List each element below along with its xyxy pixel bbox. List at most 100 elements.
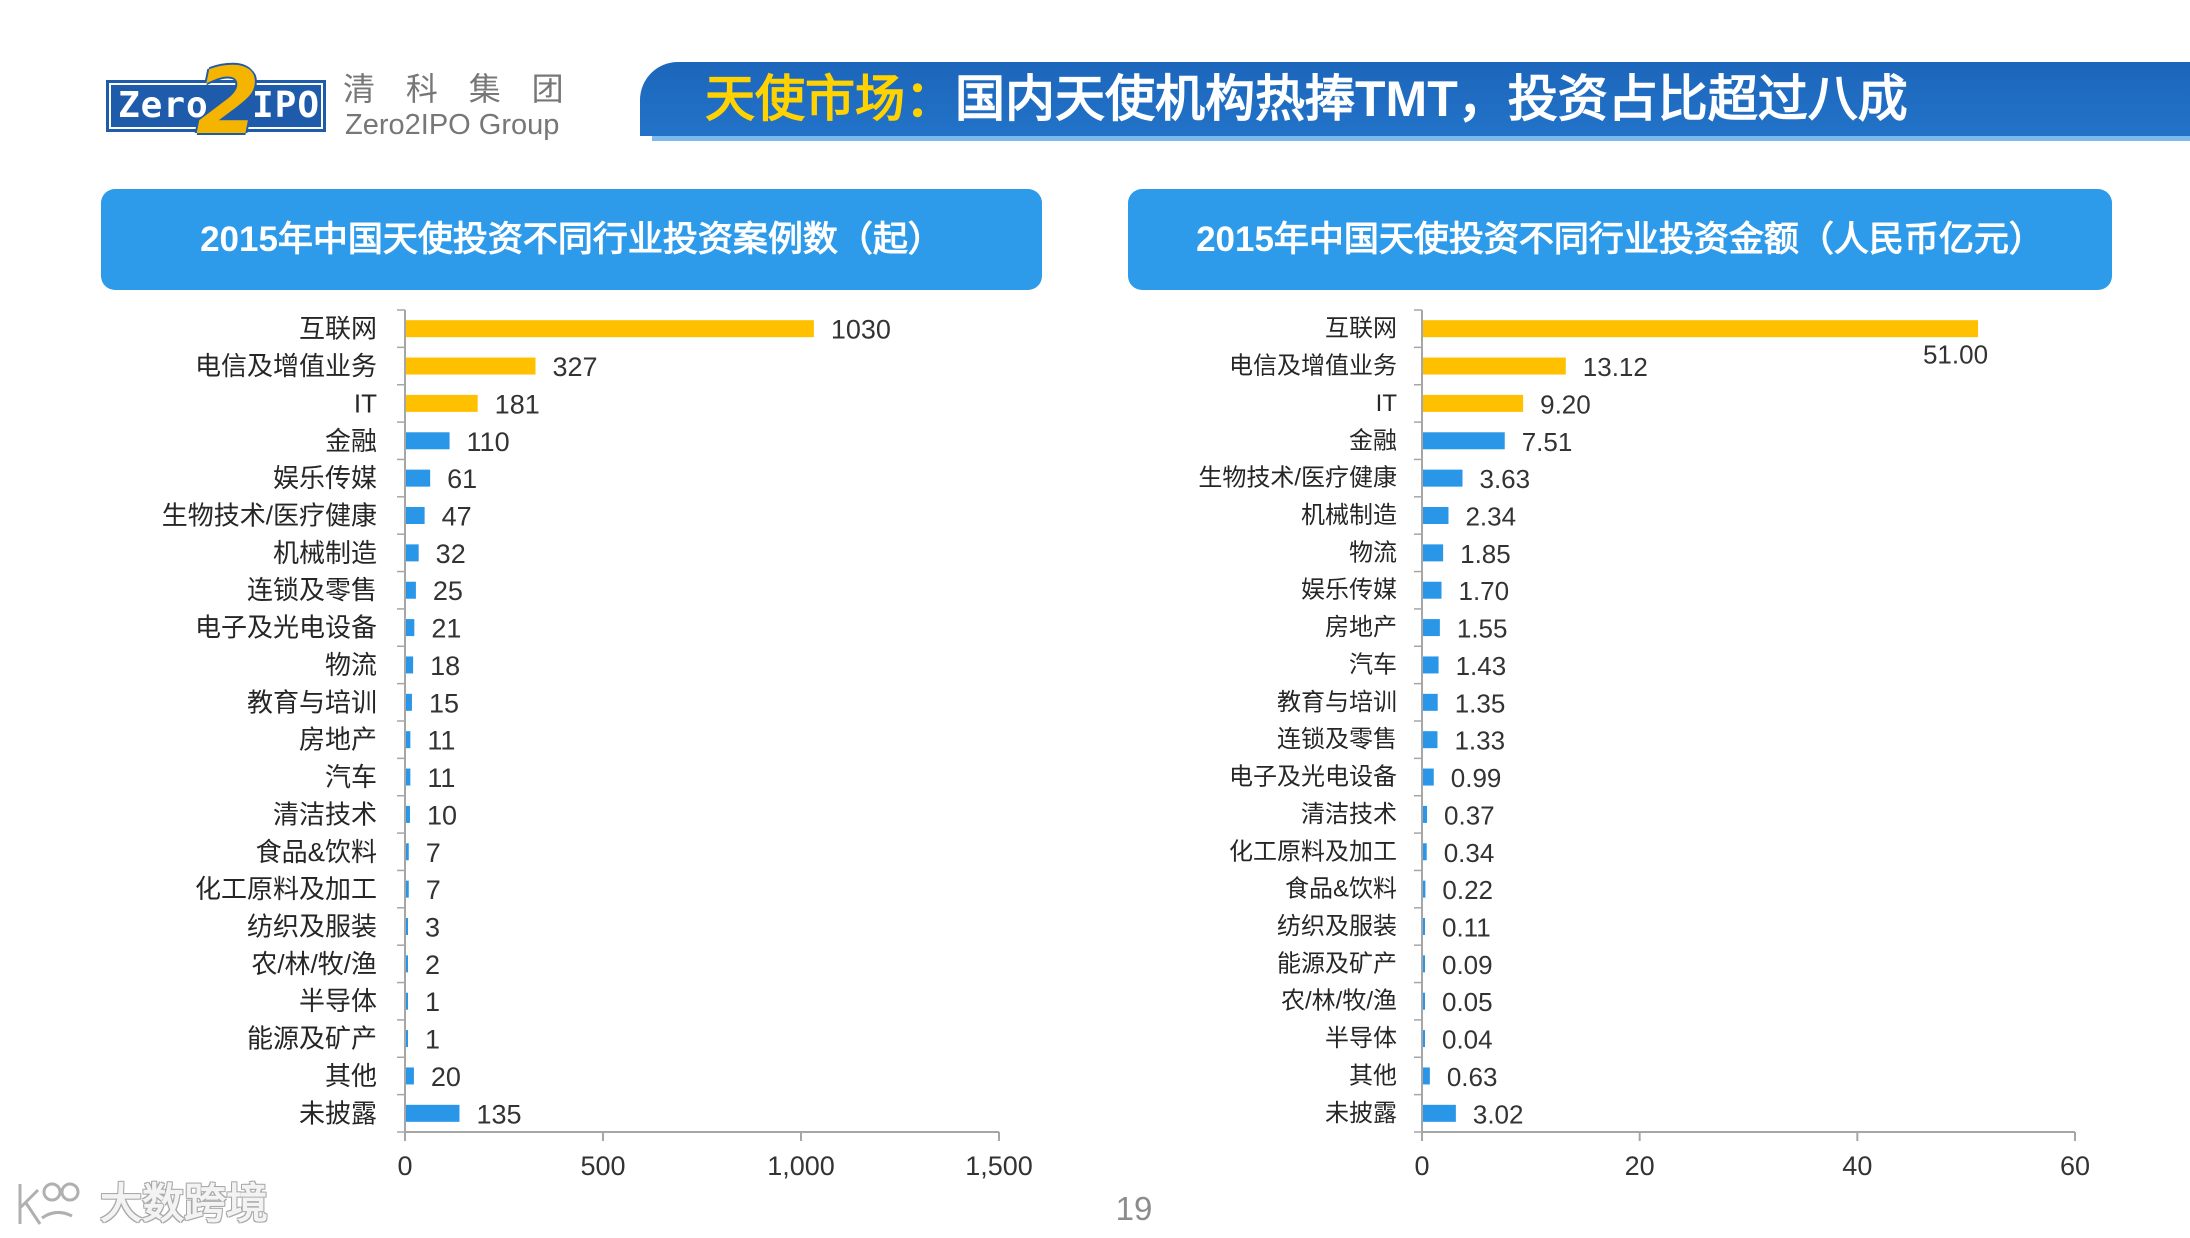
value-label: 0.11 [1442, 913, 1491, 943]
value-label: 1.33 [1454, 726, 1505, 756]
title-banner: 天使市场：国内天使机构热捧TMT，投资占比超过八成 [640, 62, 2190, 136]
value-label: 1030 [831, 315, 891, 345]
value-label: 25 [433, 576, 463, 606]
value-label: 0.04 [1442, 1025, 1493, 1055]
bar [406, 880, 409, 898]
value-label: 0.22 [1442, 875, 1493, 905]
bar [406, 320, 814, 338]
bar [406, 843, 409, 861]
bar [1423, 731, 1438, 749]
value-label: 61 [447, 464, 477, 494]
category-label: IT [354, 388, 377, 418]
category-label: 电信及增值业务 [195, 351, 377, 381]
bar [406, 731, 411, 749]
category-label: 其他 [325, 1061, 377, 1091]
bar [406, 918, 408, 935]
value-label: 181 [495, 389, 540, 419]
bar [406, 955, 408, 973]
bar [1423, 394, 1524, 412]
company-name-cn: 清 科 集 团 [343, 71, 575, 107]
bar [406, 992, 408, 1010]
category-label: 其他 [1349, 1062, 1397, 1089]
x-tick-label: 20 [1625, 1151, 1655, 1181]
bar [1423, 1030, 1425, 1048]
category-label: 娱乐传媒 [1301, 577, 1397, 604]
bar [406, 1030, 408, 1048]
category-label: 未披露 [1325, 1100, 1397, 1127]
bar [1423, 805, 1428, 823]
value-label: 135 [476, 1099, 521, 1129]
category-label: 金融 [325, 426, 377, 456]
value-label: 1.70 [1459, 576, 1510, 606]
bar [406, 619, 415, 637]
chart-title-left: 2015年中国天使投资不同行业投资案例数（起） [101, 189, 1042, 290]
value-label: 0.05 [1442, 987, 1493, 1017]
page-title: 国内天使机构热捧TMT，投资占比超过八成 [955, 71, 1908, 127]
category-label: 房地产 [1325, 614, 1397, 641]
value-label: 1.85 [1460, 539, 1511, 569]
bar [1423, 357, 1566, 375]
value-label: 110 [467, 427, 510, 457]
value-label: 20 [431, 1062, 461, 1092]
value-label: 21 [431, 614, 461, 644]
value-label: 7 [426, 875, 441, 905]
category-label: 连锁及零售 [247, 575, 377, 605]
category-label: 物流 [325, 650, 377, 680]
page-number: 19 [1115, 1190, 1153, 1227]
category-label: 物流 [1349, 539, 1397, 566]
value-label: 32 [436, 539, 466, 569]
value-label: 0.37 [1444, 800, 1495, 830]
bar [406, 581, 416, 599]
watermark: 大数跨境 [12, 1176, 292, 1232]
category-label: 电子及光电设备 [1229, 764, 1397, 791]
watermark-text: 大数跨境 [100, 1180, 269, 1227]
value-label: 2.34 [1465, 502, 1516, 532]
value-label: 0.09 [1442, 950, 1493, 980]
zero2ipo-logo: Zero IPO 2 [104, 56, 334, 148]
category-label: 生物技术/医疗健康 [1198, 465, 1397, 492]
x-tick-label: 0 [397, 1151, 412, 1181]
bar [406, 768, 411, 786]
value-label: 1.35 [1455, 688, 1506, 718]
category-label: 能源及矿产 [247, 1024, 377, 1054]
value-label: 0.34 [1444, 838, 1495, 868]
chart-investment-amount: 0 20 40 60 互联网 51.00 电信及增值业务 13.12 IT 9.20 金融 7.51 生… [1198, 309, 2090, 1181]
bar [406, 1104, 460, 1122]
company-name-en: Zero2IPO Group [345, 109, 560, 141]
value-label: 1.55 [1457, 614, 1508, 644]
category-label: 电信及增值业务 [1229, 353, 1397, 380]
logo-box [106, 80, 326, 132]
category-label: 生物技术/医疗健康 [162, 501, 377, 531]
category-label: 教育与培训 [1277, 689, 1397, 716]
value-label: 51.00 [1923, 340, 1988, 370]
category-label: 食品&饮料 [256, 837, 377, 867]
bar [406, 507, 425, 524]
x-tick-label: 40 [1842, 1151, 1872, 1181]
bar [1423, 918, 1425, 935]
value-label: 9.20 [1540, 389, 1591, 419]
bar [406, 394, 478, 412]
category-label: 纺织及服装 [1277, 913, 1397, 940]
value-label: 15 [429, 688, 459, 718]
bar [1423, 320, 1979, 338]
category-label: IT [1376, 390, 1398, 417]
bar [1423, 544, 1444, 562]
x-tick-label: 0 [1414, 1151, 1429, 1181]
category-label: 连锁及零售 [1277, 726, 1397, 753]
category-label: 清洁技术 [273, 799, 377, 829]
bar [1423, 693, 1438, 711]
value-label: 3.63 [1480, 464, 1531, 494]
category-label: 未披露 [299, 1098, 377, 1128]
category-label: 半导体 [299, 986, 377, 1016]
category-label: 汽车 [1349, 651, 1397, 678]
category-label: 农/林/牧/渔 [1281, 988, 1397, 1015]
value-label: 0.99 [1451, 763, 1502, 793]
x-tick-label: 60 [2060, 1151, 2090, 1181]
value-label: 0.63 [1447, 1062, 1498, 1092]
bar [1423, 469, 1463, 487]
logo-two-text: 2 [196, 48, 261, 155]
category-label: 机械制造 [273, 538, 377, 568]
category-label: 教育与培训 [247, 687, 377, 717]
banner-underline [652, 136, 2190, 141]
